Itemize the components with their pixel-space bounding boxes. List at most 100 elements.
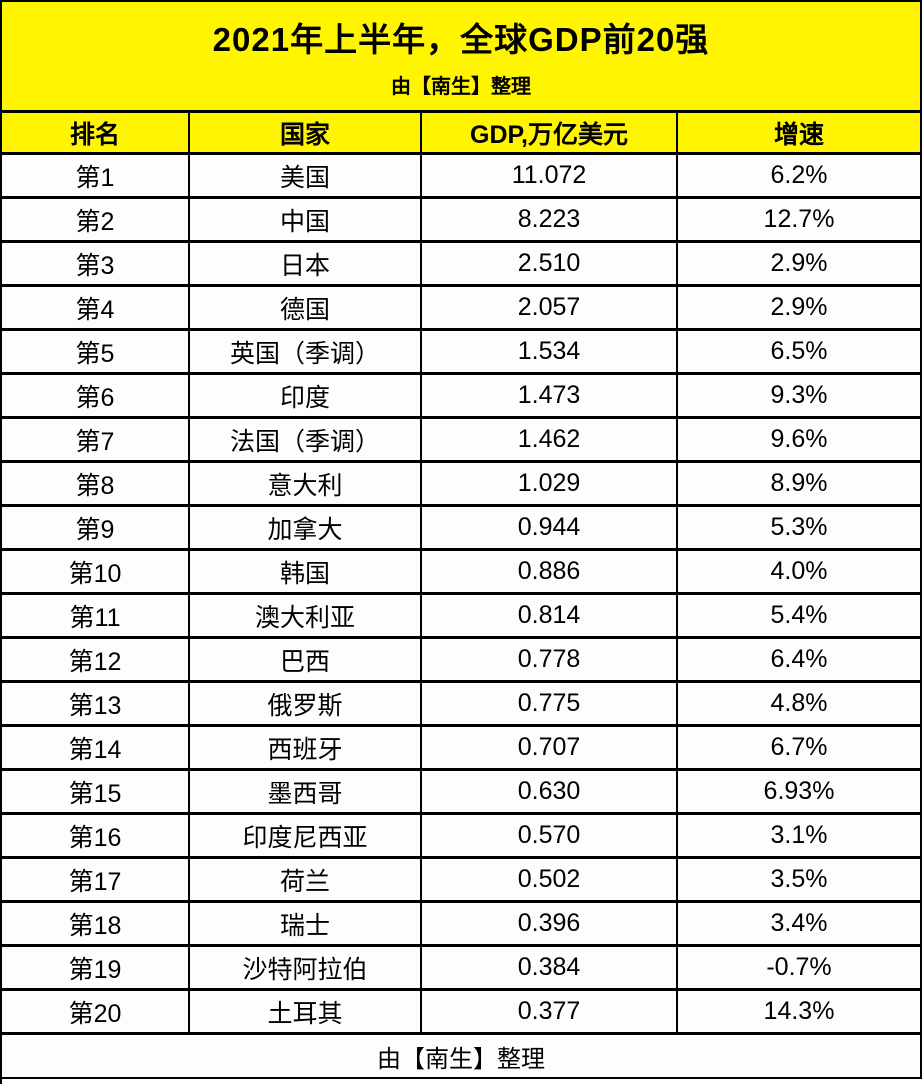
table-header: 排名 国家 GDP,万亿美元 增速 [2, 113, 922, 155]
cell-country: 日本 [190, 243, 422, 287]
cell-gdp: 8.223 [422, 199, 678, 243]
table-row: 第4 德国 2.057 2.9% [2, 287, 922, 331]
table-body: 第1 美国 11.072 6.2% 第2 中国 8.223 12.7% 第3 日本 2.510 2.9… [2, 155, 922, 1035]
gdp-table: 排名 国家 GDP,万亿美元 增速 第1 美国 11.072 6.2% 第2 中国 8.22… [2, 113, 922, 1079]
cell-gdp: 1.534 [422, 331, 678, 375]
cell-rank: 第5 [2, 331, 190, 375]
cell-country: 意大利 [190, 463, 422, 507]
col-header-rank: 排名 [2, 113, 190, 155]
cell-country: 美国 [190, 155, 422, 199]
cell-country: 印度尼西亚 [190, 815, 422, 859]
cell-growth: 3.1% [678, 815, 922, 859]
cell-rank: 第7 [2, 419, 190, 463]
cell-country: 沙特阿拉伯 [190, 947, 422, 991]
cell-country: 中国 [190, 199, 422, 243]
cell-gdp: 0.707 [422, 727, 678, 771]
table-row: 第3 日本 2.510 2.9% [2, 243, 922, 287]
col-header-gdp: GDP,万亿美元 [422, 113, 678, 155]
cell-country: 韩国 [190, 551, 422, 595]
cell-gdp: 1.029 [422, 463, 678, 507]
cell-rank: 第17 [2, 859, 190, 903]
cell-growth: 6.93% [678, 771, 922, 815]
cell-gdp: 0.886 [422, 551, 678, 595]
cell-country: 印度 [190, 375, 422, 419]
cell-rank: 第11 [2, 595, 190, 639]
col-header-growth: 增速 [678, 113, 922, 155]
table-footer: 由【南生】整理 [2, 1035, 922, 1079]
cell-rank: 第13 [2, 683, 190, 727]
cell-gdp: 2.510 [422, 243, 678, 287]
cell-country: 墨西哥 [190, 771, 422, 815]
table-row: 第17 荷兰 0.502 3.5% [2, 859, 922, 903]
cell-rank: 第6 [2, 375, 190, 419]
cell-growth: 6.5% [678, 331, 922, 375]
col-header-country: 国家 [190, 113, 422, 155]
table-row: 第7 法国（季调） 1.462 9.6% [2, 419, 922, 463]
cell-growth: 9.3% [678, 375, 922, 419]
cell-rank: 第16 [2, 815, 190, 859]
table-row: 第19 沙特阿拉伯 0.384 -0.7% [2, 947, 922, 991]
table-row: 第8 意大利 1.029 8.9% [2, 463, 922, 507]
cell-country: 巴西 [190, 639, 422, 683]
cell-rank: 第14 [2, 727, 190, 771]
cell-rank: 第18 [2, 903, 190, 947]
table-footer-section: 由【南生】整理 [2, 1035, 922, 1079]
cell-rank: 第15 [2, 771, 190, 815]
cell-country: 德国 [190, 287, 422, 331]
cell-rank: 第20 [2, 991, 190, 1035]
cell-gdp: 0.502 [422, 859, 678, 903]
cell-gdp: 0.630 [422, 771, 678, 815]
cell-growth: 14.3% [678, 991, 922, 1035]
cell-country: 澳大利亚 [190, 595, 422, 639]
cell-growth: 6.2% [678, 155, 922, 199]
table-row: 第1 美国 11.072 6.2% [2, 155, 922, 199]
table-row: 第10 韩国 0.886 4.0% [2, 551, 922, 595]
cell-rank: 第10 [2, 551, 190, 595]
cell-rank: 第4 [2, 287, 190, 331]
title-block: 2021年上半年，全球GDP前20强 由【南生】整理 [2, 2, 922, 113]
cell-growth: 4.0% [678, 551, 922, 595]
cell-country: 荷兰 [190, 859, 422, 903]
cell-country: 法国（季调） [190, 419, 422, 463]
cell-country: 俄罗斯 [190, 683, 422, 727]
cell-rank: 第1 [2, 155, 190, 199]
cell-gdp: 2.057 [422, 287, 678, 331]
cell-rank: 第12 [2, 639, 190, 683]
cell-country: 英国（季调） [190, 331, 422, 375]
cell-country: 土耳其 [190, 991, 422, 1035]
cell-gdp: 0.377 [422, 991, 678, 1035]
page-title: 2021年上半年，全球GDP前20强 [212, 21, 710, 58]
cell-growth: 4.8% [678, 683, 922, 727]
cell-rank: 第3 [2, 243, 190, 287]
cell-gdp: 1.473 [422, 375, 678, 419]
cell-gdp: 11.072 [422, 155, 678, 199]
cell-gdp: 0.814 [422, 595, 678, 639]
footer-row: 由【南生】整理 [2, 1035, 922, 1079]
cell-growth: 5.3% [678, 507, 922, 551]
cell-growth: -0.7% [678, 947, 922, 991]
cell-gdp: 0.570 [422, 815, 678, 859]
table-row: 第20 土耳其 0.377 14.3% [2, 991, 922, 1035]
table-row: 第14 西班牙 0.707 6.7% [2, 727, 922, 771]
cell-growth: 3.5% [678, 859, 922, 903]
cell-gdp: 0.778 [422, 639, 678, 683]
cell-rank: 第19 [2, 947, 190, 991]
cell-gdp: 1.462 [422, 419, 678, 463]
cell-gdp: 0.384 [422, 947, 678, 991]
cell-growth: 6.4% [678, 639, 922, 683]
cell-gdp: 0.775 [422, 683, 678, 727]
cell-growth: 3.4% [678, 903, 922, 947]
cell-rank: 第2 [2, 199, 190, 243]
table-row: 第12 巴西 0.778 6.4% [2, 639, 922, 683]
cell-growth: 6.7% [678, 727, 922, 771]
table-row: 第11 澳大利亚 0.814 5.4% [2, 595, 922, 639]
cell-gdp: 0.944 [422, 507, 678, 551]
cell-growth: 8.9% [678, 463, 922, 507]
table-row: 第16 印度尼西亚 0.570 3.1% [2, 815, 922, 859]
table-row: 第13 俄罗斯 0.775 4.8% [2, 683, 922, 727]
cell-growth: 9.6% [678, 419, 922, 463]
table-row: 第2 中国 8.223 12.7% [2, 199, 922, 243]
cell-country: 加拿大 [190, 507, 422, 551]
cell-growth: 2.9% [678, 287, 922, 331]
